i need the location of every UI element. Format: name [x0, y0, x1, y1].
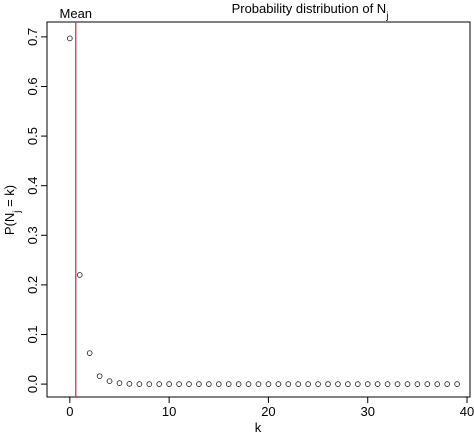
point [126, 381, 133, 387]
point [76, 272, 83, 278]
y-axis-label: P(Nj = k) [2, 185, 23, 235]
y-tick-label: 0.4 [25, 177, 40, 195]
point [374, 381, 381, 387]
y-label-part: P(N [2, 213, 17, 235]
point [354, 381, 361, 387]
point [235, 381, 242, 387]
point [305, 381, 311, 387]
point [206, 381, 212, 387]
mean-annotation: Mean [60, 6, 93, 21]
point [265, 381, 272, 387]
x-tick-label: 30 [360, 404, 374, 419]
point [345, 381, 351, 387]
point [116, 380, 123, 386]
point [275, 381, 282, 387]
y-label-part: = k) [2, 185, 17, 211]
y-tick-label: 0.2 [25, 276, 40, 294]
y-tick-label: 0.0 [25, 375, 40, 393]
point [394, 381, 401, 387]
plot-frame [46, 21, 471, 398]
point [444, 381, 451, 387]
x-tick-label: 0 [66, 404, 73, 419]
y-tick-label: 0.3 [25, 226, 40, 244]
y-label-subscript: j [12, 211, 23, 214]
point [335, 381, 341, 387]
point [225, 381, 232, 387]
point [285, 381, 292, 387]
point [364, 381, 371, 387]
point [325, 381, 331, 387]
point [186, 381, 192, 387]
point [434, 381, 441, 387]
point [414, 381, 421, 387]
point [146, 381, 153, 387]
point [86, 350, 93, 356]
y-tick-label: 0.1 [25, 325, 40, 343]
y-tick-label: 0.7 [25, 28, 40, 46]
x-tick-label: 20 [261, 404, 275, 419]
chart-title: Probability distribution of Nj [232, 1, 389, 22]
point [196, 381, 202, 387]
point [384, 381, 391, 387]
point [176, 381, 182, 387]
y-tick-label: 0.5 [25, 127, 40, 145]
point [255, 381, 262, 387]
point [404, 381, 411, 387]
point [424, 381, 431, 387]
point [66, 35, 73, 42]
title-subscript: j [385, 11, 388, 22]
point [315, 381, 321, 387]
y-tick-label: 0.6 [25, 77, 40, 95]
x-axis-label: k [255, 420, 262, 435]
x-tick-label: 40 [460, 404, 474, 419]
x-tick-label: 10 [162, 404, 176, 419]
point [454, 381, 460, 387]
point [136, 381, 143, 387]
point [156, 381, 163, 387]
title-main: Probability distribution of N [232, 1, 387, 16]
point [166, 381, 172, 387]
point [215, 381, 222, 387]
point [245, 381, 252, 387]
point [295, 381, 302, 387]
point [96, 373, 103, 380]
point [106, 378, 113, 384]
